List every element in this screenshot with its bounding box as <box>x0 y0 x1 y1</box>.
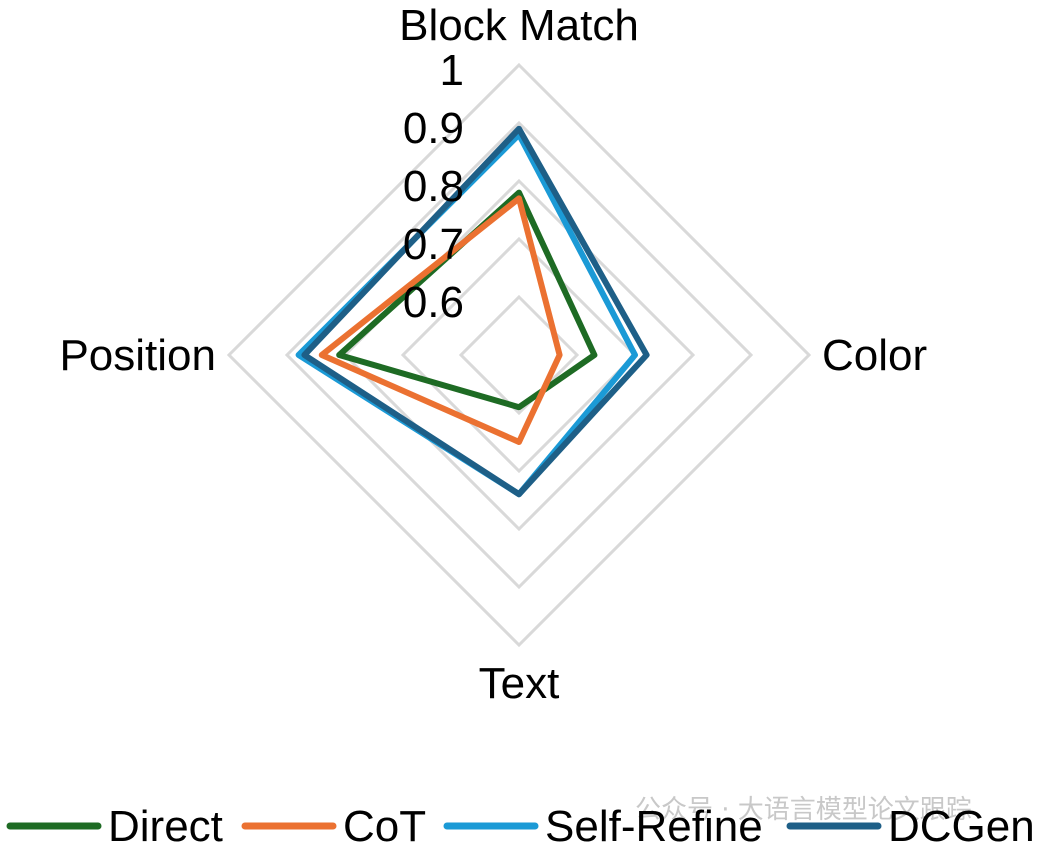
legend: Direct CoT Self-Refine DCGen <box>6 802 1035 851</box>
series-cot <box>318 195 563 445</box>
axis-label-color: Color <box>822 331 927 380</box>
tick-label-2: 0.7 <box>403 220 464 269</box>
axis-label-position: Position <box>59 331 216 380</box>
tick-label-3: 0.8 <box>403 162 464 211</box>
tick-label-4: 0.9 <box>403 104 464 153</box>
legend-label-3: Self-Refine <box>545 802 763 851</box>
watermark-text: 公众号 · 大语言模型论文跟踪 <box>635 795 972 825</box>
axis-label-block-match: Block Match <box>399 1 639 50</box>
grid-ring-5 <box>226 62 812 648</box>
radial-tick-labels: 0.6 0.7 0.8 0.9 1 <box>403 46 464 327</box>
radar-series <box>295 125 650 498</box>
grid-ring-4 <box>284 120 754 590</box>
axis-labels: Block Match Color Text Position <box>59 1 927 708</box>
series-direct <box>336 189 598 411</box>
legend-label-1: Direct <box>108 802 223 851</box>
tick-label-5: 1 <box>440 46 464 95</box>
legend-label-4: DCGen <box>888 802 1035 851</box>
grid-ring-2 <box>400 236 638 474</box>
tick-label-1: 0.6 <box>403 278 464 327</box>
axis-label-text: Text <box>479 659 560 708</box>
series-dcgen <box>301 125 650 498</box>
grid-ring-3 <box>342 178 696 532</box>
legend-label-2: CoT <box>343 802 426 851</box>
radar-grid <box>226 62 812 648</box>
